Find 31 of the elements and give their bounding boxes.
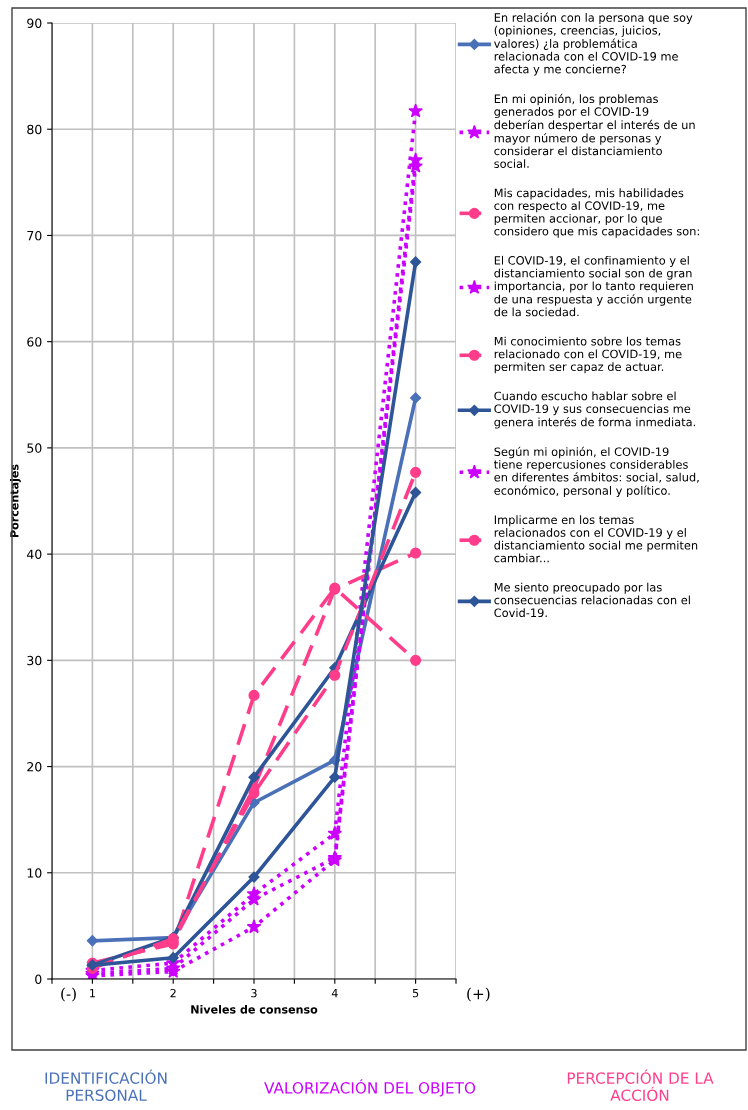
y-tick-label: 40 <box>26 549 42 560</box>
legend-label: Implicarme en los temas relacionados con el COVID-19 y el distanciamiento social me permiten cambiar... <box>494 515 698 563</box>
text: (+) <box>467 987 490 1002</box>
x-tick-label: 5 <box>412 989 419 998</box>
y-axis-title: Porcentajes <box>9 464 21 538</box>
legend-label: En mi opinión, los problemas generados por el COVID-19 deberían despertar el interés de un mayor número de personas y considerar el distanciamiento social. <box>494 93 695 168</box>
y-tick-label: 60 <box>27 337 42 347</box>
y-tick-label: 50 <box>27 443 42 453</box>
y-tick-label: 70 <box>27 230 42 241</box>
text: IDENTIFICACIÓN PERSONAL <box>45 1069 167 1101</box>
legend-label: Mis capacidades, mis habilidades con respecto al COVID-19, me permiten accionar, por lo que considero que mis capacidades son: <box>494 188 699 238</box>
legend-label: En relación con la persona que soy (opiniones, creencias, juicios, valores) ¿la problemática relacionada con el COVID-19 me afecta y me concierne? <box>494 12 693 76</box>
text: PERCEPCIÓN DE LA ACCIÓN <box>567 1069 714 1101</box>
x-tick-label: 4 <box>331 989 338 998</box>
y-tick-label: 20 <box>27 762 42 772</box>
legend-label: Según mi opinión, el COVID-19 tiene repercusiones considerables en diferentes ámbitos: social, salud, económico, personal y político. <box>494 446 699 498</box>
legend-label: El COVID-19, el confinamiento y el distanciamiento social son de gran importancia, por lo tanto requieren de una respuesta y acción urgente de la sociedad. <box>494 255 693 317</box>
y-tick-label: 10 <box>27 868 42 878</box>
legend-label: Me siento preocupado por las consecuencias relacionadas con el Covid-19. <box>494 582 690 618</box>
y-tick-label: 30 <box>27 655 42 666</box>
text: VALORIZACIÓN DEL OBJETO <box>264 1079 476 1097</box>
legend-label: Mi conocimiento sobre los temas relacionado con el COVID-19, me permiten ser capaz de actuar. <box>494 336 682 374</box>
text: (-) <box>61 987 76 1002</box>
x-axis-title: Niveles de consenso <box>191 1005 318 1014</box>
x-tick-label: 1 <box>90 989 95 998</box>
x-tick-label: 3 <box>251 988 257 998</box>
y-tick-label: 90 <box>27 18 42 28</box>
y-tick-label: 80 <box>27 124 42 135</box>
y-tick-label: 0 <box>35 974 42 984</box>
legend-label: Cuando escucho hablar sobre el COVID-19 y sus consecuencias me genera interés de forma inmediata. <box>494 391 696 429</box>
x-tick-label: 2 <box>170 988 176 998</box>
